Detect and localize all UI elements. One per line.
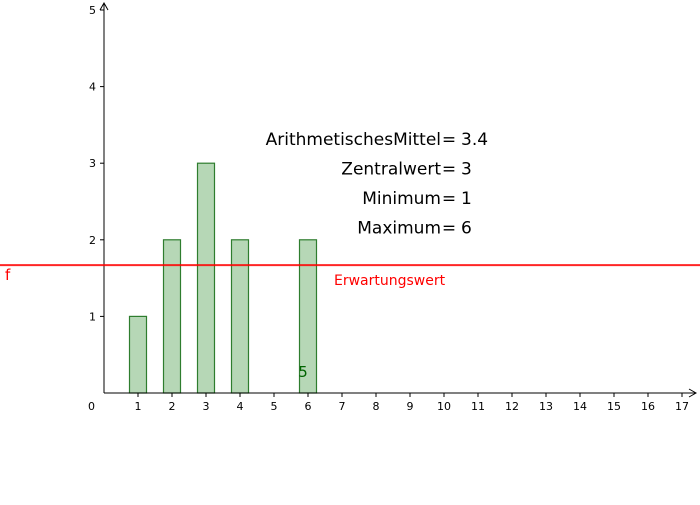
origin-label: 0	[88, 400, 95, 413]
bars-group: 5	[128, 162, 318, 394]
bar-x2	[162, 239, 182, 394]
y-tick-label-5: 5	[89, 4, 96, 17]
stat-value-zentralwert: 3	[461, 160, 472, 180]
stat-equals-arithmetischesmittel: =	[442, 130, 456, 150]
x-tick-label-10: 10	[437, 400, 451, 413]
y-tick-label-4: 4	[89, 81, 96, 94]
bar-x1	[128, 315, 148, 394]
y-axis-arrow	[99, 1, 109, 11]
y-tick-label-3: 3	[89, 157, 96, 170]
x-tick-label-8: 8	[373, 400, 380, 413]
expected-value-label: Erwartungswert	[334, 273, 446, 289]
x-tick-label-3: 3	[203, 400, 210, 413]
x-tick-label-7: 7	[339, 400, 346, 413]
bar-x4	[230, 239, 250, 394]
stat-equals-zentralwert: =	[442, 160, 456, 180]
x-tick-label-9: 9	[407, 400, 414, 413]
x-tick-label-6: 6	[305, 400, 312, 413]
stat-name-minimum: Minimum	[362, 189, 441, 209]
x-tick-label-17: 17	[675, 400, 689, 413]
x-tick-label-4: 4	[237, 400, 244, 413]
y-tick-label-1: 1	[89, 310, 96, 323]
x-tick-label-16: 16	[641, 400, 655, 413]
function-name-label: f	[5, 266, 11, 284]
axes-group	[99, 1, 698, 398]
x-tick-label-15: 15	[607, 400, 621, 413]
x-tick-label-1: 1	[135, 400, 142, 413]
x-tick-label-13: 13	[539, 400, 553, 413]
x-tick-label-14: 14	[573, 400, 587, 413]
y-tick-label-2: 2	[89, 234, 96, 247]
expected-value-group: f Erwartungswert	[0, 264, 700, 289]
bar-chart-label: 5	[298, 363, 308, 381]
x-tick-label-11: 11	[471, 400, 485, 413]
stat-equals-maximum: =	[442, 219, 456, 239]
stat-name-arithmetischesmittel: ArithmetischesMittel	[266, 130, 441, 150]
x-axis-arrow	[688, 388, 698, 398]
x-tick-label-12: 12	[505, 400, 519, 413]
stat-value-arithmetischesmittel: 3.4	[461, 130, 488, 150]
stat-value-maximum: 6	[461, 219, 472, 239]
stat-value-minimum: 1	[461, 189, 472, 209]
stat-name-maximum: Maximum	[357, 219, 441, 239]
stat-name-zentralwert: Zentralwert	[341, 160, 441, 180]
stat-equals-minimum: =	[442, 189, 456, 209]
x-tick-label-5: 5	[271, 400, 278, 413]
bar-x3	[196, 162, 216, 394]
x-tick-label-2: 2	[169, 400, 176, 413]
